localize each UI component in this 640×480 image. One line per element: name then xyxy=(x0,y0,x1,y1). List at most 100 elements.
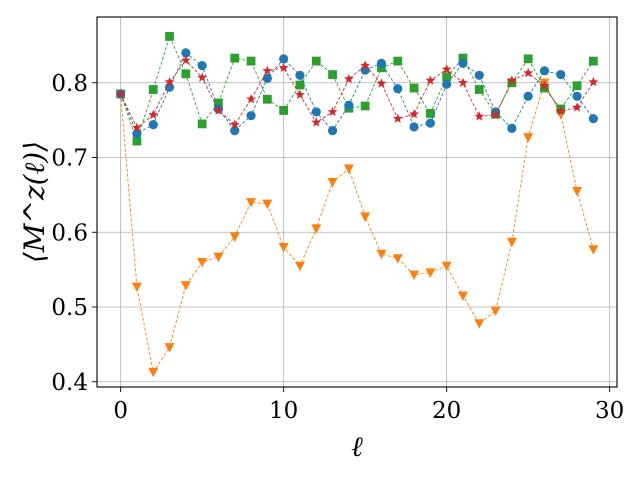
data-point xyxy=(132,129,142,139)
data-point xyxy=(229,232,240,242)
data-point xyxy=(115,88,126,99)
data-point xyxy=(409,270,420,281)
data-point xyxy=(555,105,566,116)
data-point xyxy=(278,243,289,253)
data-point xyxy=(165,32,174,41)
data-point xyxy=(181,69,191,79)
x-tick-label: 20 xyxy=(432,398,461,424)
data-point xyxy=(458,53,468,63)
data-point xyxy=(279,106,289,115)
data-point xyxy=(507,78,517,88)
data-point xyxy=(148,367,159,378)
data-point xyxy=(262,73,272,83)
data-point xyxy=(474,85,484,94)
data-point xyxy=(409,83,419,93)
data-point xyxy=(131,122,142,132)
data-point xyxy=(197,257,208,268)
data-point xyxy=(539,66,550,76)
x-axis-label: ℓ xyxy=(351,430,363,463)
data-point xyxy=(588,56,598,66)
data-point xyxy=(213,105,224,115)
plot-frame xyxy=(96,16,618,388)
data-point xyxy=(360,101,370,111)
data-point xyxy=(295,80,305,90)
data-point xyxy=(490,109,501,120)
data-point xyxy=(344,100,354,110)
series-3 xyxy=(115,55,599,132)
series-line xyxy=(120,81,594,374)
data-point xyxy=(588,114,598,124)
data-point xyxy=(409,108,419,119)
data-point xyxy=(262,199,273,210)
data-point xyxy=(540,83,549,93)
data-point xyxy=(262,65,273,76)
data-point xyxy=(392,254,403,264)
data-point xyxy=(458,77,468,87)
data-point xyxy=(279,54,289,64)
data-point xyxy=(588,76,599,87)
data-point xyxy=(343,73,354,84)
data-point xyxy=(180,281,191,291)
data-point xyxy=(181,48,191,58)
data-point xyxy=(490,306,501,316)
data-point xyxy=(523,54,533,64)
data-point xyxy=(572,102,583,112)
data-point xyxy=(246,56,256,66)
data-point xyxy=(572,91,582,101)
data-point xyxy=(392,113,403,123)
data-point xyxy=(246,94,256,104)
data-point xyxy=(506,237,517,248)
data-point xyxy=(197,72,208,82)
data-point xyxy=(376,78,387,88)
data-point xyxy=(425,118,435,128)
data-point xyxy=(295,89,305,99)
data-point xyxy=(572,186,583,197)
data-point xyxy=(376,249,387,260)
data-point xyxy=(588,245,599,255)
data-point xyxy=(442,79,452,89)
data-point xyxy=(474,70,484,80)
data-point xyxy=(458,58,468,68)
data-point xyxy=(180,55,191,65)
data-point xyxy=(523,133,534,143)
data-point xyxy=(311,117,322,127)
y-tick-label: 0.5 xyxy=(51,295,88,321)
y-axis-label: ⟨M^z(ℓ)⟩ xyxy=(18,141,51,263)
data-point xyxy=(164,76,175,87)
data-point xyxy=(474,111,485,121)
data-point xyxy=(457,291,468,302)
data-point xyxy=(441,64,452,74)
data-point xyxy=(327,106,338,117)
data-point xyxy=(556,69,566,80)
data-point xyxy=(327,177,338,188)
data-point xyxy=(229,119,240,129)
data-point xyxy=(197,60,207,71)
data-point xyxy=(295,70,305,80)
data-point xyxy=(311,56,321,66)
data-point xyxy=(506,75,517,85)
data-point xyxy=(148,109,159,120)
data-point xyxy=(425,109,435,118)
data-point xyxy=(132,136,142,146)
y-tick-label: 0.6 xyxy=(51,220,88,246)
y-tick-label: 0.4 xyxy=(51,370,88,396)
data-point xyxy=(343,164,354,174)
data-point xyxy=(262,94,272,104)
y-tick-label: 0.8 xyxy=(51,71,88,97)
data-point xyxy=(393,56,403,66)
data-point xyxy=(425,268,436,278)
data-point xyxy=(246,111,256,121)
x-tick-label: 10 xyxy=(269,398,298,424)
ticks: 0 10 20 30 0.4 0.5 0.6 0.7 0.8 xyxy=(51,71,624,424)
x-tick-label: 0 xyxy=(113,398,128,424)
data-point xyxy=(507,123,517,133)
data-point xyxy=(425,75,436,85)
data-point xyxy=(197,119,207,129)
data-point xyxy=(148,85,158,94)
data-point xyxy=(474,319,485,329)
plot-background xyxy=(97,17,617,387)
data-point xyxy=(360,212,371,222)
data-point xyxy=(148,120,158,130)
data-point xyxy=(246,198,257,208)
data-point xyxy=(311,224,322,234)
